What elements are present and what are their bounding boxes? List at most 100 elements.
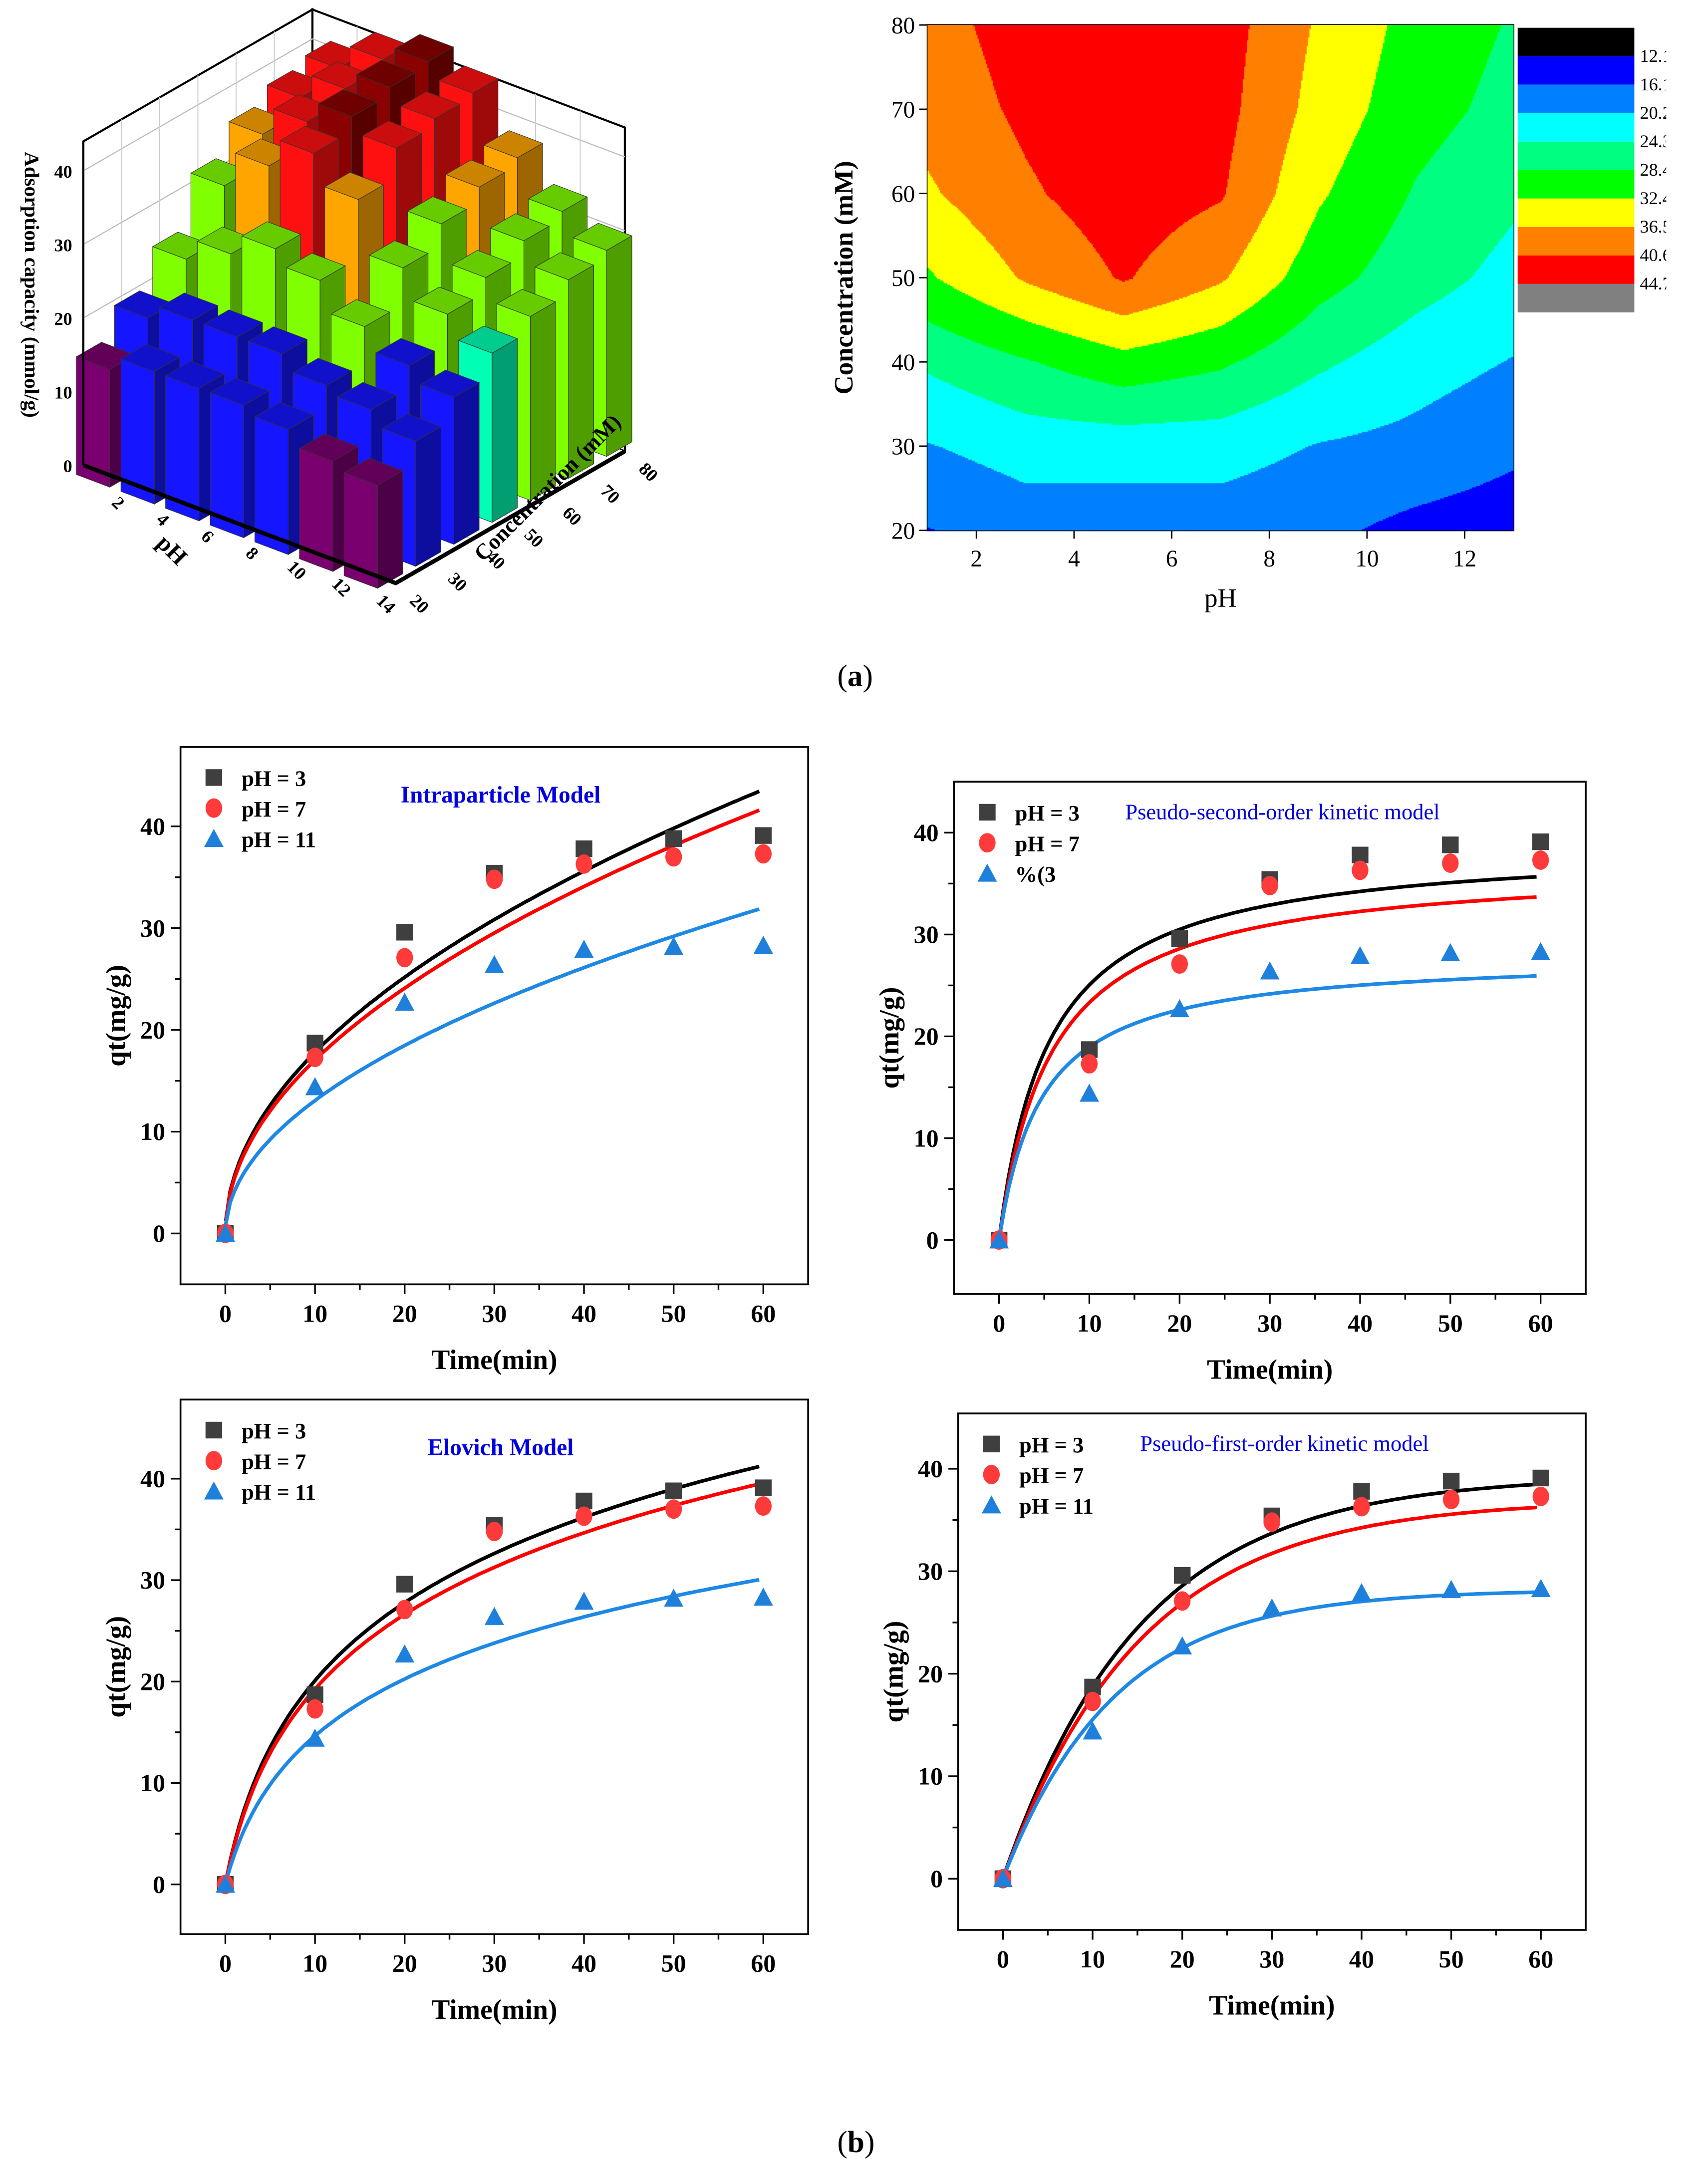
fit-curve-ph7 <box>224 808 760 1222</box>
x-tick-label: 10 <box>1077 1309 1102 1337</box>
y-tick-label: 40 <box>140 1464 165 1492</box>
contour-plot-area <box>927 25 1514 531</box>
bar-top-face <box>355 59 416 88</box>
bar-top-face <box>375 338 435 366</box>
z-tick-label: 10 <box>54 382 72 402</box>
bar-top-face <box>407 196 467 225</box>
x-tick-label: 0 <box>219 1949 232 1977</box>
ph-tick-label: 14 <box>373 590 400 617</box>
y-axis-title: qt(mg/g) <box>878 1621 909 1723</box>
data-point-circle <box>665 1499 682 1519</box>
y-tick-label: 20 <box>914 1022 939 1050</box>
y-tick-label: 30 <box>140 1566 165 1594</box>
bar-top-face <box>528 184 588 212</box>
bar <box>343 458 404 589</box>
legend-label: pH = 3 <box>1019 1432 1084 1457</box>
ph-tick-label: 2 <box>108 493 129 513</box>
data-point-circle <box>396 948 413 968</box>
data-point-triangle <box>574 1592 594 1610</box>
bar-top-face <box>413 286 474 315</box>
data-point-triangle <box>753 1588 773 1606</box>
x-tick-label: 30 <box>1259 1945 1284 1973</box>
fit-curve-ph11 <box>997 974 1537 1238</box>
y-tick-label: 0 <box>926 1226 939 1254</box>
plot-frame <box>179 1398 809 1935</box>
data-point-circle <box>1261 875 1278 895</box>
data-point-square <box>1084 1678 1101 1696</box>
legend-level-label: 28.40 <box>1640 160 1667 180</box>
plot-frame <box>179 746 809 1286</box>
legend-level-label: 24.33 <box>1640 131 1667 151</box>
data-point-square <box>1532 833 1549 850</box>
data-point-triangle <box>1262 1598 1282 1617</box>
y-tick-label: 30 <box>914 920 939 948</box>
y-tick-label: 10 <box>140 1117 165 1145</box>
plot-frame <box>953 781 1587 1295</box>
plot-frame <box>957 1412 1587 1931</box>
data-point-triangle <box>664 936 684 955</box>
fit-curve-ph11 <box>1001 1590 1537 1879</box>
legend-marker-circle <box>979 833 996 853</box>
bar-top-face <box>445 159 505 188</box>
panel-title: Pseudo-second-order kinetic model <box>1125 799 1439 824</box>
legend-level-label: 32.48 <box>1640 188 1667 208</box>
x-tick-label: 0 <box>219 1299 232 1327</box>
bar-top-face <box>362 120 423 149</box>
bar-top-face <box>451 250 512 278</box>
bar-top-face <box>381 414 442 442</box>
conc-tick-label: 60 <box>559 503 585 530</box>
x-tick-label: 2 <box>970 546 982 572</box>
data-point-circle <box>575 854 592 874</box>
x-tick-label: 40 <box>1348 1309 1373 1337</box>
x-tick-label: 50 <box>1438 1309 1463 1337</box>
data-point-triangle <box>1440 943 1460 961</box>
kinetic-panel: 0 10 20 30 40 50 60 0 10 20 30 40 Time(min) qt(mg/g) p… <box>874 781 1587 1385</box>
bar-top-face <box>120 344 181 372</box>
fit-curve-ph3 <box>224 1464 760 1883</box>
panel-title: Pseudo-first-order kinetic model <box>1140 1431 1428 1456</box>
data-point-circle <box>1532 850 1549 870</box>
legend-level-label: 36.55 <box>1640 217 1667 237</box>
legend-label: %(3 <box>1015 862 1056 887</box>
bar-top-face <box>279 126 340 154</box>
ph-tick-label: 4 <box>153 510 173 530</box>
x-tick-label: 4 <box>1068 546 1080 572</box>
x-tick-label: 20 <box>392 1299 417 1327</box>
legend-label: pH = 11 <box>242 1480 316 1505</box>
y-tick-label: 20 <box>891 518 915 544</box>
data-point-circle <box>1081 1054 1098 1074</box>
y-tick-label: 0 <box>153 1870 165 1898</box>
bar-side-face <box>453 382 480 545</box>
x-tick-label: 10 <box>1355 546 1379 572</box>
y-tick-label: 30 <box>891 434 915 460</box>
legend-label: pH = 3 <box>242 1418 306 1443</box>
bar-top-face <box>209 378 270 406</box>
data-point-triangle <box>305 1728 325 1747</box>
conc-tick-label: 50 <box>521 525 548 551</box>
legend-label: pH = 7 <box>242 1449 306 1474</box>
y-tick-label: 50 <box>891 266 915 291</box>
legend-swatch <box>1517 113 1635 142</box>
data-point-circle <box>575 1506 592 1526</box>
legend-level-label: 40.63 <box>1640 245 1667 265</box>
data-point-circle <box>1084 1691 1101 1711</box>
legend-swatch <box>1517 198 1635 227</box>
y-tick-label: 30 <box>140 914 165 942</box>
x-axis-title: Time(min) <box>431 1994 557 2025</box>
data-point-triangle <box>1352 1583 1372 1602</box>
legend-level-label: 20.25 <box>1640 103 1667 123</box>
data-point-circle <box>1353 1497 1370 1517</box>
bar-side-face <box>415 426 442 567</box>
data-point-circle <box>217 1223 234 1243</box>
x-tick-label: 50 <box>661 1949 686 1977</box>
fit-curve-ph3 <box>1001 1482 1537 1878</box>
data-point-square <box>1171 930 1188 947</box>
legend-swatch <box>1517 56 1635 85</box>
data-point-square <box>665 830 682 847</box>
y-tick-label: 0 <box>930 1865 943 1893</box>
bar-top-face <box>490 213 550 242</box>
data-point-triangle <box>664 1589 684 1607</box>
legend-label: pH = 3 <box>242 766 306 791</box>
z-tick-label: 40 <box>54 162 72 182</box>
